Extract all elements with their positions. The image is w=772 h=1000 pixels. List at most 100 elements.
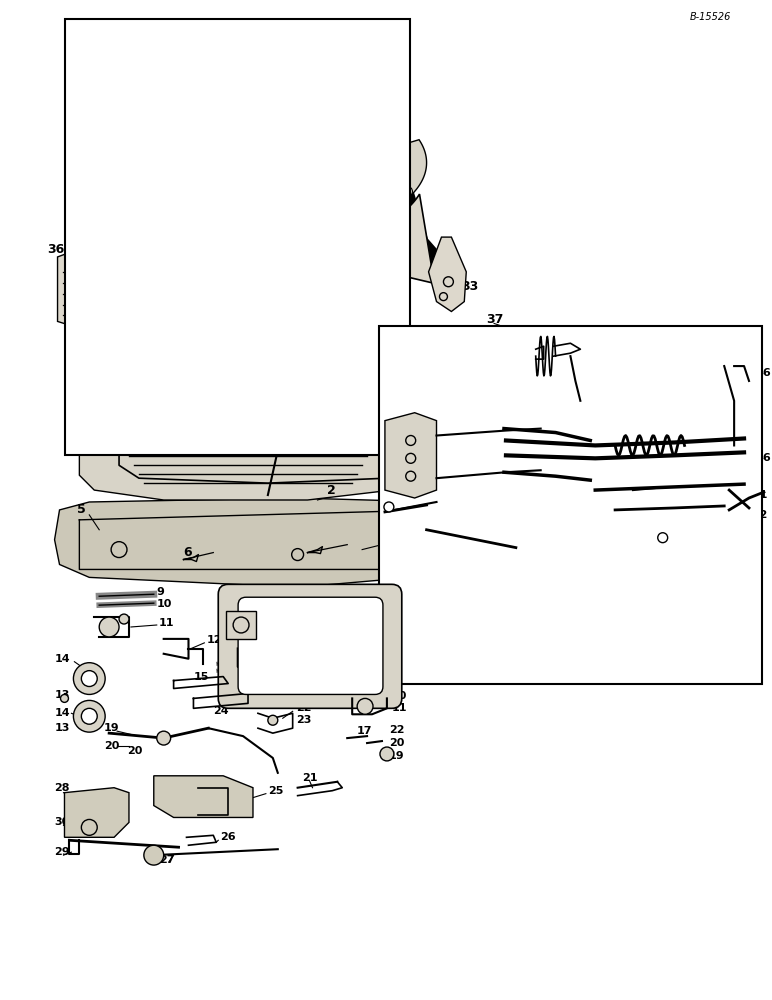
Circle shape bbox=[658, 533, 668, 543]
Text: 55: 55 bbox=[533, 374, 548, 384]
Text: 3: 3 bbox=[427, 472, 435, 485]
Text: 25: 25 bbox=[268, 786, 283, 796]
Text: 28: 28 bbox=[55, 783, 70, 793]
Text: 49: 49 bbox=[724, 371, 740, 381]
Text: 35: 35 bbox=[392, 315, 409, 328]
Circle shape bbox=[263, 233, 273, 243]
Polygon shape bbox=[385, 413, 436, 498]
Text: 46: 46 bbox=[695, 354, 710, 364]
Text: 48: 48 bbox=[605, 467, 621, 477]
Polygon shape bbox=[65, 788, 129, 837]
Circle shape bbox=[319, 55, 327, 62]
Text: 55: 55 bbox=[682, 428, 698, 438]
Circle shape bbox=[439, 293, 448, 301]
Text: 36: 36 bbox=[48, 243, 65, 256]
Circle shape bbox=[319, 75, 326, 82]
Text: 9: 9 bbox=[392, 682, 400, 692]
Text: 26: 26 bbox=[220, 832, 236, 842]
Text: 46: 46 bbox=[695, 445, 708, 455]
Text: 10: 10 bbox=[157, 599, 172, 609]
Circle shape bbox=[292, 549, 303, 561]
Text: 14: 14 bbox=[55, 708, 70, 718]
Text: 17: 17 bbox=[357, 726, 373, 736]
Text: 38: 38 bbox=[623, 507, 638, 517]
Text: 17: 17 bbox=[246, 638, 262, 648]
Polygon shape bbox=[84, 49, 164, 138]
Circle shape bbox=[76, 317, 83, 325]
Text: 57: 57 bbox=[382, 515, 398, 525]
Text: 42: 42 bbox=[625, 485, 641, 495]
Circle shape bbox=[81, 708, 97, 724]
Text: 45: 45 bbox=[653, 490, 669, 500]
Text: 43: 43 bbox=[730, 354, 745, 364]
Text: 39: 39 bbox=[643, 495, 659, 505]
Text: 46: 46 bbox=[714, 455, 728, 465]
Text: 50: 50 bbox=[547, 334, 562, 344]
Text: 46: 46 bbox=[652, 445, 665, 455]
Text: 34: 34 bbox=[337, 201, 354, 214]
Text: 46: 46 bbox=[564, 334, 579, 344]
Text: 6: 6 bbox=[184, 546, 192, 559]
Text: 20: 20 bbox=[104, 741, 120, 751]
Text: 4: 4 bbox=[417, 523, 425, 536]
Text: 47: 47 bbox=[742, 371, 757, 381]
Text: 46: 46 bbox=[756, 368, 772, 378]
Polygon shape bbox=[154, 202, 372, 391]
Text: 46: 46 bbox=[709, 457, 725, 467]
Circle shape bbox=[402, 187, 412, 196]
Text: 46: 46 bbox=[640, 457, 655, 467]
Circle shape bbox=[124, 187, 134, 196]
Text: 19: 19 bbox=[104, 723, 120, 733]
Polygon shape bbox=[154, 776, 253, 817]
Circle shape bbox=[177, 220, 187, 230]
Text: 46: 46 bbox=[662, 457, 678, 467]
Circle shape bbox=[299, 88, 306, 95]
Circle shape bbox=[81, 819, 97, 835]
Text: 40: 40 bbox=[415, 404, 430, 414]
Text: 8: 8 bbox=[394, 652, 404, 665]
Text: 46: 46 bbox=[635, 445, 648, 455]
Text: 30: 30 bbox=[55, 817, 69, 827]
Text: 46: 46 bbox=[675, 457, 690, 467]
Text: 7: 7 bbox=[392, 533, 401, 546]
Circle shape bbox=[119, 614, 129, 624]
Bar bbox=[379, 326, 762, 684]
Text: 1: 1 bbox=[253, 424, 262, 437]
Circle shape bbox=[319, 88, 326, 95]
Polygon shape bbox=[347, 316, 392, 376]
Text: 42: 42 bbox=[724, 411, 740, 421]
Polygon shape bbox=[293, 34, 332, 68]
Circle shape bbox=[443, 277, 453, 287]
Text: 11: 11 bbox=[159, 618, 174, 628]
Text: 22: 22 bbox=[296, 703, 311, 713]
Circle shape bbox=[73, 663, 105, 694]
Text: 29: 29 bbox=[55, 847, 70, 857]
Text: 51: 51 bbox=[752, 490, 767, 500]
Text: 16: 16 bbox=[226, 637, 242, 647]
Text: 13: 13 bbox=[55, 690, 70, 700]
Circle shape bbox=[357, 698, 373, 714]
Circle shape bbox=[76, 308, 83, 315]
Circle shape bbox=[60, 694, 69, 702]
Text: 46: 46 bbox=[756, 453, 772, 463]
Text: 31: 31 bbox=[154, 151, 171, 164]
Circle shape bbox=[299, 75, 306, 82]
Text: 21: 21 bbox=[303, 773, 318, 783]
Circle shape bbox=[406, 453, 415, 463]
Circle shape bbox=[365, 357, 373, 365]
Circle shape bbox=[100, 617, 119, 637]
Text: 9: 9 bbox=[157, 587, 164, 597]
Text: 27: 27 bbox=[159, 855, 174, 865]
FancyBboxPatch shape bbox=[218, 584, 401, 708]
Circle shape bbox=[411, 534, 422, 546]
Text: 56: 56 bbox=[452, 540, 467, 550]
Circle shape bbox=[81, 671, 97, 687]
Polygon shape bbox=[98, 187, 435, 283]
Text: 20: 20 bbox=[389, 738, 405, 748]
Text: 18: 18 bbox=[342, 652, 357, 662]
Circle shape bbox=[319, 40, 327, 48]
Text: 44: 44 bbox=[531, 334, 547, 344]
Circle shape bbox=[73, 700, 105, 732]
Circle shape bbox=[384, 502, 394, 512]
Circle shape bbox=[349, 220, 359, 230]
